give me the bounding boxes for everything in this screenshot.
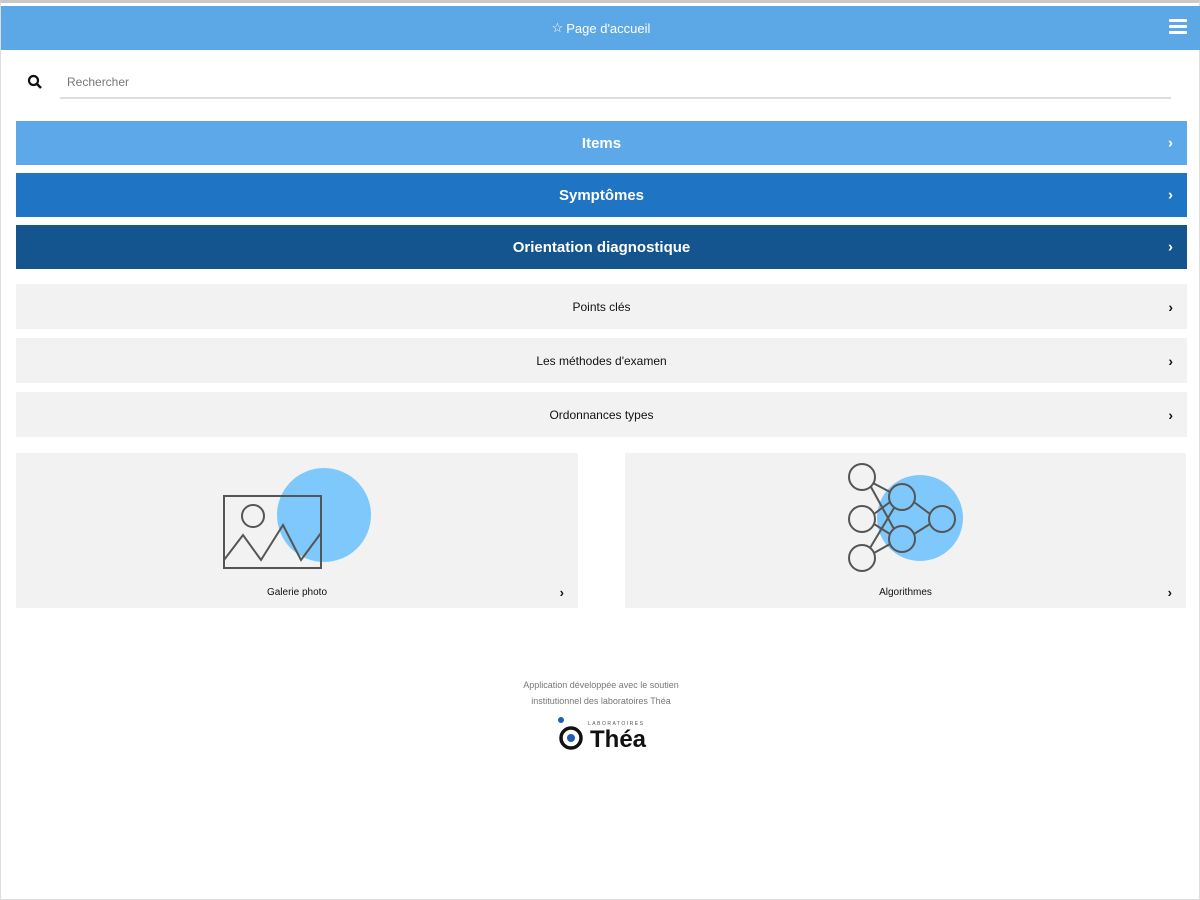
logo-name: Théa [590, 726, 647, 753]
nav-symptomes[interactable]: Symptômes › [16, 173, 1187, 217]
row-methodes-examen[interactable]: Les méthodes d'examen › [16, 338, 1187, 383]
card-galerie-photo[interactable]: Galerie photo › [16, 453, 578, 608]
network-icon [848, 463, 963, 572]
search-bar [27, 63, 1171, 99]
search-icon [27, 74, 42, 89]
image-gallery-icon [223, 468, 371, 569]
row-label: Ordonnances types [549, 407, 654, 422]
chevron-right-icon: › [559, 585, 564, 600]
star-icon: ☆ [551, 20, 564, 35]
logo-small-text: LABORATOIRES [588, 721, 645, 727]
card-label: Algorithmes [879, 587, 932, 598]
row-label: Points clés [572, 299, 631, 314]
footer-credit: Application développée avec le soutien i… [1, 677, 1200, 709]
row-points-cles[interactable]: Points clés › [16, 284, 1187, 329]
chevron-right-icon: › [1168, 352, 1173, 369]
page-title: Page d'accueil [566, 20, 651, 36]
card-algorithmes[interactable]: Algorithmes › [625, 453, 1186, 608]
nav-label: Symptômes [558, 186, 645, 204]
footer-line: institutionnel des laboratoires Théa [531, 696, 671, 706]
search-input[interactable] [60, 67, 1171, 99]
chevron-right-icon: › [1168, 186, 1173, 204]
nav-label: Orientation diagnostique [512, 238, 691, 256]
row-ordonnances-types[interactable]: Ordonnances types › [16, 392, 1187, 437]
nav-orientation-diagnostique[interactable]: Orientation diagnostique › [16, 225, 1187, 269]
chevron-right-icon: › [1168, 298, 1173, 315]
thea-logo: LABORATOIRES Théa [556, 716, 651, 756]
hamburger-menu-icon[interactable] [1169, 19, 1187, 35]
top-bar: ☆ Page d'accueil [1, 6, 1200, 50]
nav-label: Items [581, 134, 622, 152]
nav-items[interactable]: Items › [16, 121, 1187, 165]
chevron-right-icon: › [1167, 585, 1172, 600]
chevron-right-icon: › [1168, 238, 1173, 256]
chevron-right-icon: › [1168, 134, 1173, 152]
card-label: Galerie photo [266, 587, 328, 598]
chevron-right-icon: › [1168, 406, 1173, 423]
footer-line: Application développée avec le soutien [523, 680, 679, 690]
row-label: Les méthodes d'examen [536, 353, 667, 368]
